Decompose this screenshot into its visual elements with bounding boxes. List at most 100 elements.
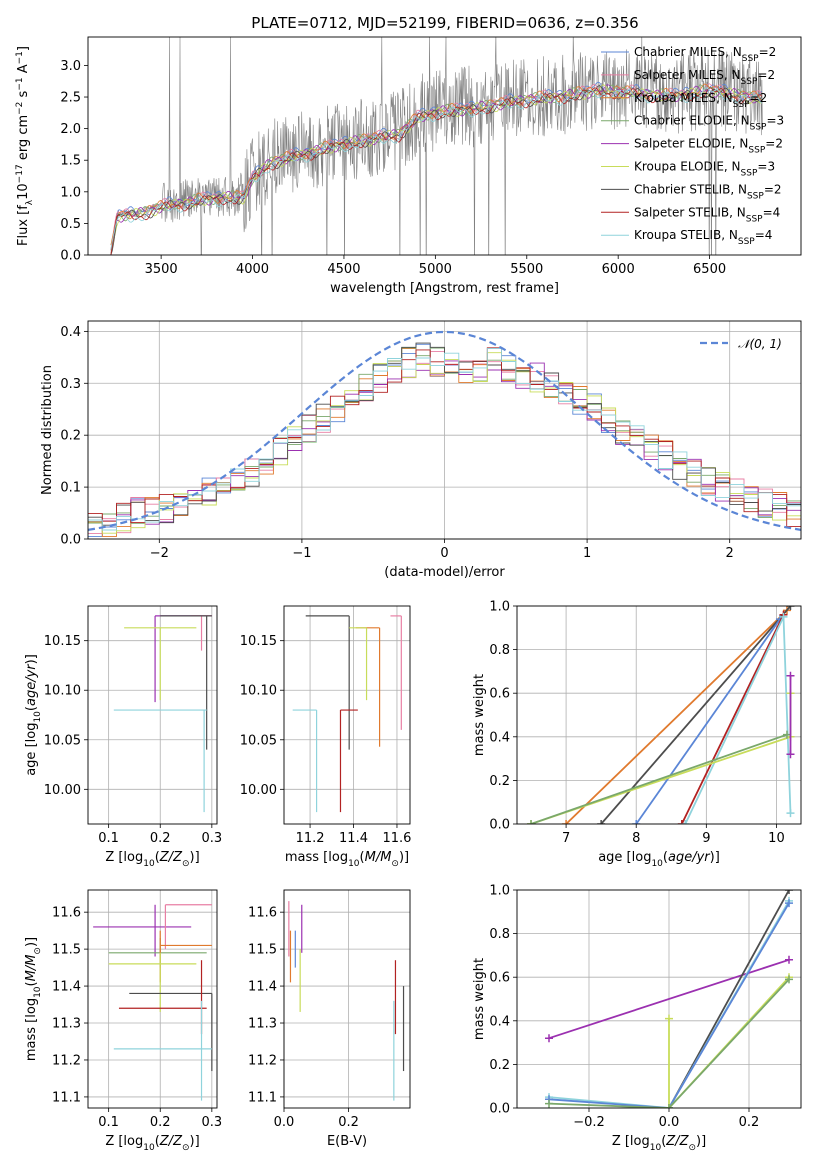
legend-label: Salpeter STELIB, NSSP=4 — [634, 205, 780, 224]
y-axis-label-part: age [log — [24, 723, 39, 776]
x-axis-label-part: 10 — [348, 859, 360, 869]
y-axis-label: mass weight — [472, 958, 487, 1040]
model-spectrum-line — [110, 87, 763, 250]
x-axis-label-part: age/yr — [668, 850, 711, 865]
x-axis-label-part: ( — [155, 850, 160, 865]
x-tick-label: 9 — [702, 831, 710, 846]
legend-label-part: =3 — [757, 160, 775, 174]
legend-label-part: =2 — [759, 45, 777, 59]
x-axis-label-part: age [log — [598, 850, 651, 865]
mass-weight-marker — [597, 820, 606, 824]
x-axis-label-part: Z/Z — [159, 1134, 183, 1149]
y-tick-label: 0.0 — [60, 249, 81, 264]
x-tick-label: 4000 — [236, 262, 269, 277]
mass-weight-marker — [779, 612, 788, 621]
y-axis-label-part: A — [16, 64, 31, 77]
y-axis-label-part: ⊙ — [33, 947, 43, 955]
mass-weight-marker — [677, 820, 686, 824]
model-spectrum-line — [110, 84, 762, 254]
x-axis-label-part: 10 — [143, 859, 155, 869]
y-tick-label: 11.2 — [248, 1053, 277, 1068]
y-tick-label: 11.5 — [248, 943, 277, 958]
y-tick-label: 11.3 — [248, 1017, 277, 1032]
x-tick-label: −1 — [292, 546, 311, 561]
x-tick-label: 0.2 — [338, 1115, 359, 1130]
legend-label-part: Chabrier STELIB, N — [634, 182, 747, 196]
legend-label-part: =2 — [757, 68, 775, 82]
legend-label-part: SSP — [738, 237, 755, 247]
y-tick-label: 0.5 — [60, 217, 81, 232]
y-tick-label: 2.0 — [60, 122, 81, 137]
legend-label-part: Kroupa ELODIE, N — [634, 160, 741, 174]
x-axis-label-part: ( — [155, 1134, 160, 1149]
x-axis-label-part: ⊙ — [182, 1143, 190, 1153]
y-tick-label: 11.3 — [52, 1017, 81, 1032]
x-tick-label: 6500 — [693, 262, 726, 277]
x-axis-label-part: )] — [696, 1134, 706, 1149]
x-axis-label-part: ⊙ — [182, 859, 190, 869]
x-axis-label: Z [log10(Z/Z⊙)] — [105, 850, 199, 869]
mass-weight-line — [530, 693, 792, 824]
axes-frame — [87, 320, 802, 540]
x-axis-label: wavelength [Angstrom, rest frame] — [330, 281, 559, 296]
y-axis-label-part: s — [16, 90, 31, 101]
panel-mass_vs_ebv: 0.0 0.2 11.1 11.2 11.3 11.4 11.5 11.6 E(B-V) — [248, 889, 411, 1149]
legend-label-part: Kroupa MILES, N — [634, 91, 733, 105]
x-axis-label-part: Z/Z — [159, 850, 183, 865]
x-tick-label: 8 — [632, 831, 640, 846]
y-axis-label: Normed distribution — [40, 365, 55, 495]
y-tick-label: 0.0 — [60, 533, 81, 548]
x-axis-label-part: (data-model)/error — [384, 565, 505, 580]
grid-lines — [517, 889, 801, 1109]
mass-weight-line — [635, 618, 781, 824]
y-axis-label: Flux [fλ10−17 erg cm−2 s−1 A−1] — [15, 46, 35, 246]
y-tick-label: 0.8 — [489, 643, 510, 658]
y-axis-label: age [log10(age/yr)] — [24, 654, 43, 776]
y-axis-label-part: λ — [25, 199, 35, 205]
y-tick-label: 2.5 — [60, 91, 81, 106]
legend-label-part: SSP — [733, 100, 750, 110]
y-tick-label: 0.8 — [489, 927, 510, 942]
y-tick-label: 1.0 — [60, 185, 81, 200]
legend-label-part: Kroupa STELIB, N — [634, 228, 738, 242]
mass-weight-line — [684, 616, 792, 824]
axes: 3500 4000 4500 5000 5500 6000 6500 0.0 0.5 1.0 1.5… — [15, 36, 802, 296]
y-tick-label: 1.0 — [489, 884, 510, 899]
panel-spectrum: 3500 4000 4500 5000 5500 6000 6500 0.0 0.5 1.0 1.5… — [15, 36, 802, 296]
y-tick-label: 0.4 — [489, 730, 510, 745]
y-axis-label-part: 10 — [16, 183, 31, 200]
mass-weight-line — [548, 978, 790, 1108]
x-axis-label-part: wavelength [Angstrom, rest frame] — [330, 281, 559, 296]
x-axis-label-part: ( — [360, 850, 365, 865]
axes-frame — [516, 889, 802, 1109]
panel-mass_vs_Z: 0.1 0.2 0.311.111.211.311.411.511.6Z [log1… — [24, 889, 222, 1153]
x-axis-label-part: ⊙ — [688, 1143, 696, 1153]
legend-label: Kroupa ELODIE, NSSP=3 — [634, 160, 775, 179]
y-axis-label-part: age/yr — [24, 663, 39, 706]
axes-frame — [283, 605, 411, 825]
y-axis-label-part: )] — [24, 654, 39, 664]
x-axis-label-part: )] — [710, 850, 720, 865]
x-tick-label: 0.3 — [201, 1115, 222, 1130]
plot-area — [110, 37, 763, 255]
mass-weight-marker — [785, 899, 793, 908]
y-tick-label: 11.6 — [248, 906, 277, 921]
x-tick-label: 11.4 — [339, 831, 368, 846]
x-tick-label: 0 — [440, 546, 448, 561]
axes-frame — [87, 36, 802, 256]
axes-frame — [87, 605, 218, 825]
mass-weight-marker — [786, 809, 795, 818]
y-axis-label-part: mass [log — [24, 998, 39, 1061]
y-tick-label: 0.3 — [60, 377, 81, 392]
x-axis-label-part: )] — [190, 850, 200, 865]
x-tick-label: 0.1 — [98, 831, 119, 846]
x-axis-label-part: mass [log — [285, 850, 348, 865]
residual-histogram — [88, 348, 801, 531]
x-axis-label-part: E(B-V) — [327, 1134, 367, 1149]
mass-weight-marker — [562, 820, 571, 824]
x-tick-label: 1 — [583, 546, 591, 561]
y-axis-label: mass [log10(M/M⊙)] — [24, 937, 43, 1061]
y-axis-label-part: Normed distribution — [40, 365, 55, 495]
